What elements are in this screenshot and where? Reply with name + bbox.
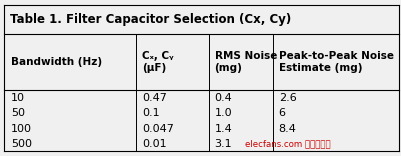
Text: 3.1: 3.1 <box>215 139 232 149</box>
Text: 1.4: 1.4 <box>215 124 232 134</box>
Text: Table 1. Filter Capacitor Selection (Cx, Cy): Table 1. Filter Capacitor Selection (Cx,… <box>10 13 291 26</box>
Text: 500: 500 <box>11 139 32 149</box>
Text: Cₓ, Cᵧ
(μF): Cₓ, Cᵧ (μF) <box>142 51 174 73</box>
Text: elecfans.com 电子发烧友: elecfans.com 电子发烧友 <box>245 139 330 148</box>
Text: 0.01: 0.01 <box>142 139 167 149</box>
Text: 50: 50 <box>11 108 25 118</box>
Text: 0.1: 0.1 <box>142 108 160 118</box>
Text: 0.047: 0.047 <box>142 124 174 134</box>
Text: 1.0: 1.0 <box>215 108 232 118</box>
Text: 8.4: 8.4 <box>279 124 297 134</box>
Text: 2.6: 2.6 <box>279 93 296 103</box>
Text: 10: 10 <box>11 93 25 103</box>
Text: Peak-to-Peak Noise
Estimate (mg): Peak-to-Peak Noise Estimate (mg) <box>279 51 394 73</box>
Text: RMS Noise
(mg): RMS Noise (mg) <box>215 51 277 73</box>
Text: 0.4: 0.4 <box>215 93 232 103</box>
Text: Bandwidth (Hz): Bandwidth (Hz) <box>11 57 102 67</box>
Text: 6: 6 <box>279 108 286 118</box>
Text: 0.47: 0.47 <box>142 93 167 103</box>
Text: 100: 100 <box>11 124 32 134</box>
